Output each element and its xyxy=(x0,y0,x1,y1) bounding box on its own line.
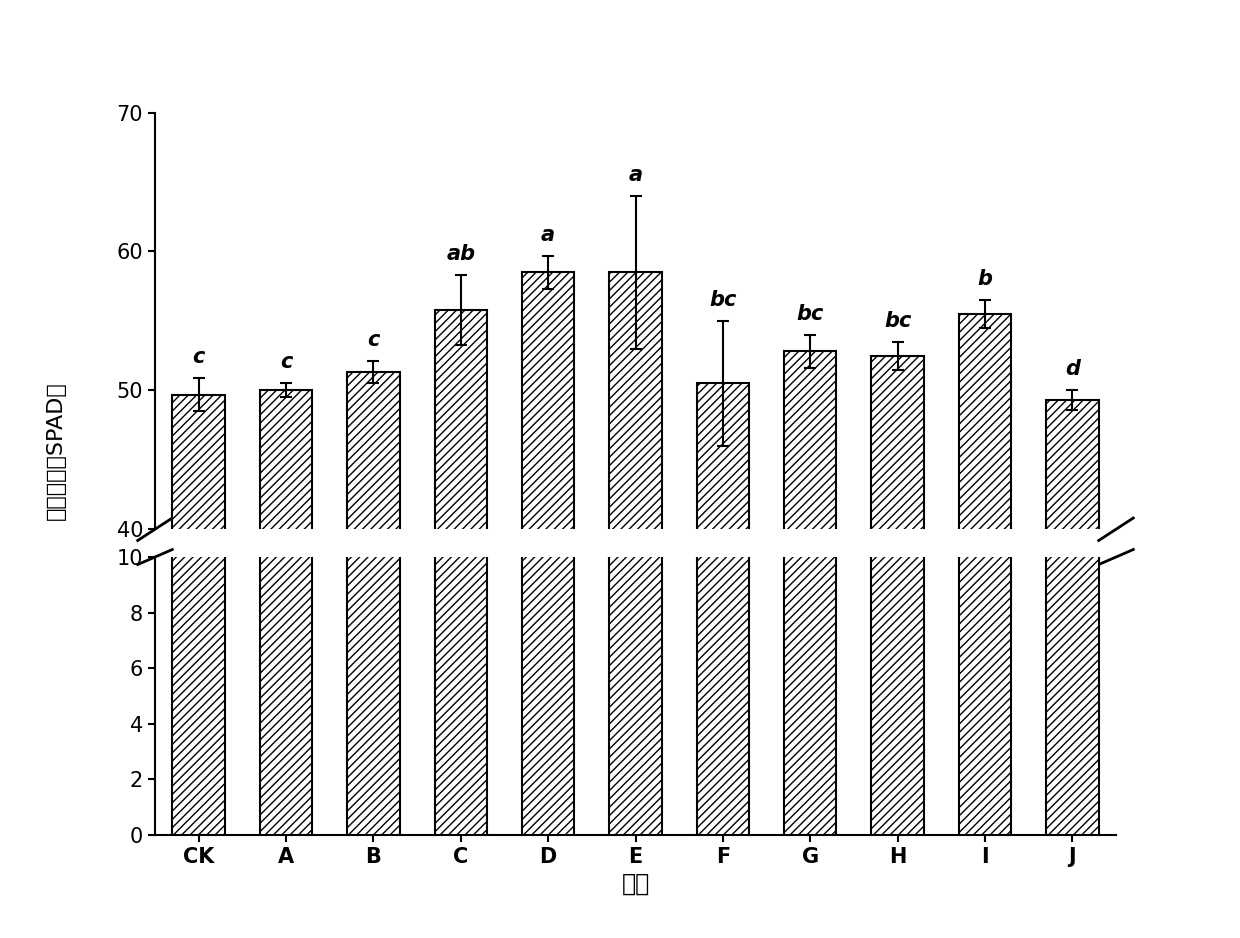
Text: 叶绿素值（SPAD）: 叶绿素值（SPAD） xyxy=(46,381,66,520)
Bar xyxy=(697,384,749,938)
Text: bc: bc xyxy=(796,304,823,324)
Bar xyxy=(434,0,487,835)
Bar xyxy=(784,0,837,835)
X-axis label: 处理: 处理 xyxy=(621,872,650,896)
Bar xyxy=(172,0,224,835)
Bar xyxy=(172,395,224,938)
Text: c: c xyxy=(367,330,379,350)
Bar xyxy=(434,310,487,938)
Text: d: d xyxy=(1065,359,1080,379)
Text: ab: ab xyxy=(446,244,475,264)
Bar xyxy=(347,372,399,938)
Text: a: a xyxy=(629,165,642,185)
Bar xyxy=(959,0,1011,835)
Bar xyxy=(1047,0,1099,835)
Bar xyxy=(347,0,399,835)
Text: c: c xyxy=(192,347,205,367)
Text: c: c xyxy=(280,353,293,372)
Bar xyxy=(872,356,924,938)
Text: b: b xyxy=(977,269,992,289)
Bar xyxy=(697,0,749,835)
Bar xyxy=(522,272,574,938)
Text: a: a xyxy=(541,224,556,245)
Bar xyxy=(609,0,662,835)
Bar xyxy=(872,0,924,835)
Bar xyxy=(1047,401,1099,938)
Text: bc: bc xyxy=(709,290,737,310)
Bar xyxy=(959,314,1011,938)
Bar xyxy=(784,352,837,938)
Text: bc: bc xyxy=(884,310,911,330)
Bar xyxy=(260,390,312,938)
Bar xyxy=(609,272,662,938)
Bar xyxy=(522,0,574,835)
Bar xyxy=(260,0,312,835)
